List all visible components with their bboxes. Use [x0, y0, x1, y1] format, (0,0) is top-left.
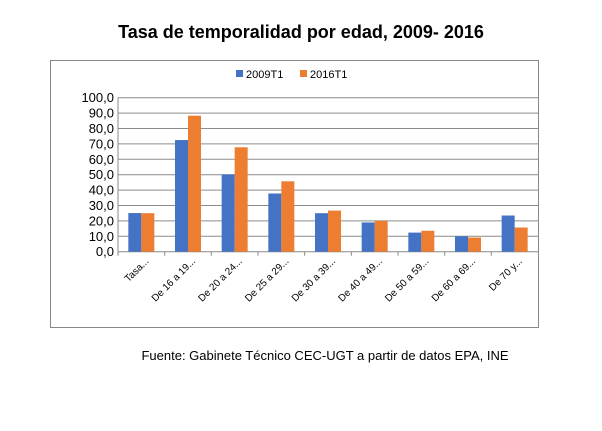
- bar-2016T1-0: [141, 213, 155, 252]
- legend-swatch-2009T1: [236, 70, 243, 77]
- bar-2016T1-6: [421, 230, 435, 252]
- legend-swatch-2016T1: [300, 70, 307, 77]
- chart-title: Tasa de temporalidad por edad, 2009- 201…: [118, 22, 484, 42]
- x-tick-label: De 25 a 29...: [243, 256, 291, 304]
- bar-2016T1-1: [188, 115, 201, 252]
- x-tick-label: De 40 a 49...: [337, 256, 385, 304]
- y-tick-label: 40,0: [89, 183, 114, 198]
- y-tick-label: 20,0: [89, 213, 114, 228]
- bar-2009T1-5: [361, 222, 375, 252]
- x-tick-label: De 50 a 59...: [383, 256, 431, 304]
- x-tick-label: De 60 a 69...: [430, 256, 478, 304]
- bar-2016T1-4: [328, 210, 341, 252]
- y-tick-label: 10,0: [89, 229, 114, 244]
- x-tick-label: De 16 a 19...: [150, 256, 198, 304]
- bar-2016T1-8: [514, 227, 528, 252]
- legend-label: 2016T1: [310, 69, 347, 81]
- bar-2009T1-0: [128, 213, 142, 252]
- y-tick-label: 50,0: [89, 167, 114, 182]
- bar-2009T1-4: [315, 213, 328, 252]
- x-tick-label: De 70 y...: [487, 256, 525, 294]
- x-tick-label: De 30 a 39...: [290, 256, 338, 304]
- legend-label: 2009T1: [246, 69, 283, 81]
- bar-2009T1-2: [221, 174, 235, 252]
- bar-2009T1-8: [501, 215, 515, 252]
- y-tick-label: 90,0: [89, 106, 114, 121]
- chart-frame: [50, 60, 539, 328]
- y-tick-label: 30,0: [89, 198, 114, 213]
- y-tick-label: 100,0: [81, 90, 114, 105]
- bar-2009T1-3: [268, 193, 282, 252]
- bar-2016T1-2: [234, 147, 248, 252]
- bar-2016T1-7: [468, 237, 481, 252]
- bar-2009T1-6: [408, 232, 422, 252]
- x-tick-label: Tasa...: [123, 256, 152, 285]
- bar-2016T1-5: [374, 220, 388, 252]
- y-tick-label: 0,0: [96, 244, 114, 259]
- y-tick-label: 80,0: [89, 121, 114, 136]
- bar-2016T1-3: [281, 181, 295, 252]
- bar-2009T1-1: [175, 140, 188, 252]
- y-tick-label: 60,0: [89, 152, 114, 167]
- x-tick-label: De 20 a 24...: [197, 256, 245, 304]
- y-tick-label: 70,0: [89, 136, 114, 151]
- bar-2009T1-7: [455, 236, 468, 252]
- chart-source: Fuente: Gabinete Técnico CEC-UGT a parti…: [141, 348, 509, 363]
